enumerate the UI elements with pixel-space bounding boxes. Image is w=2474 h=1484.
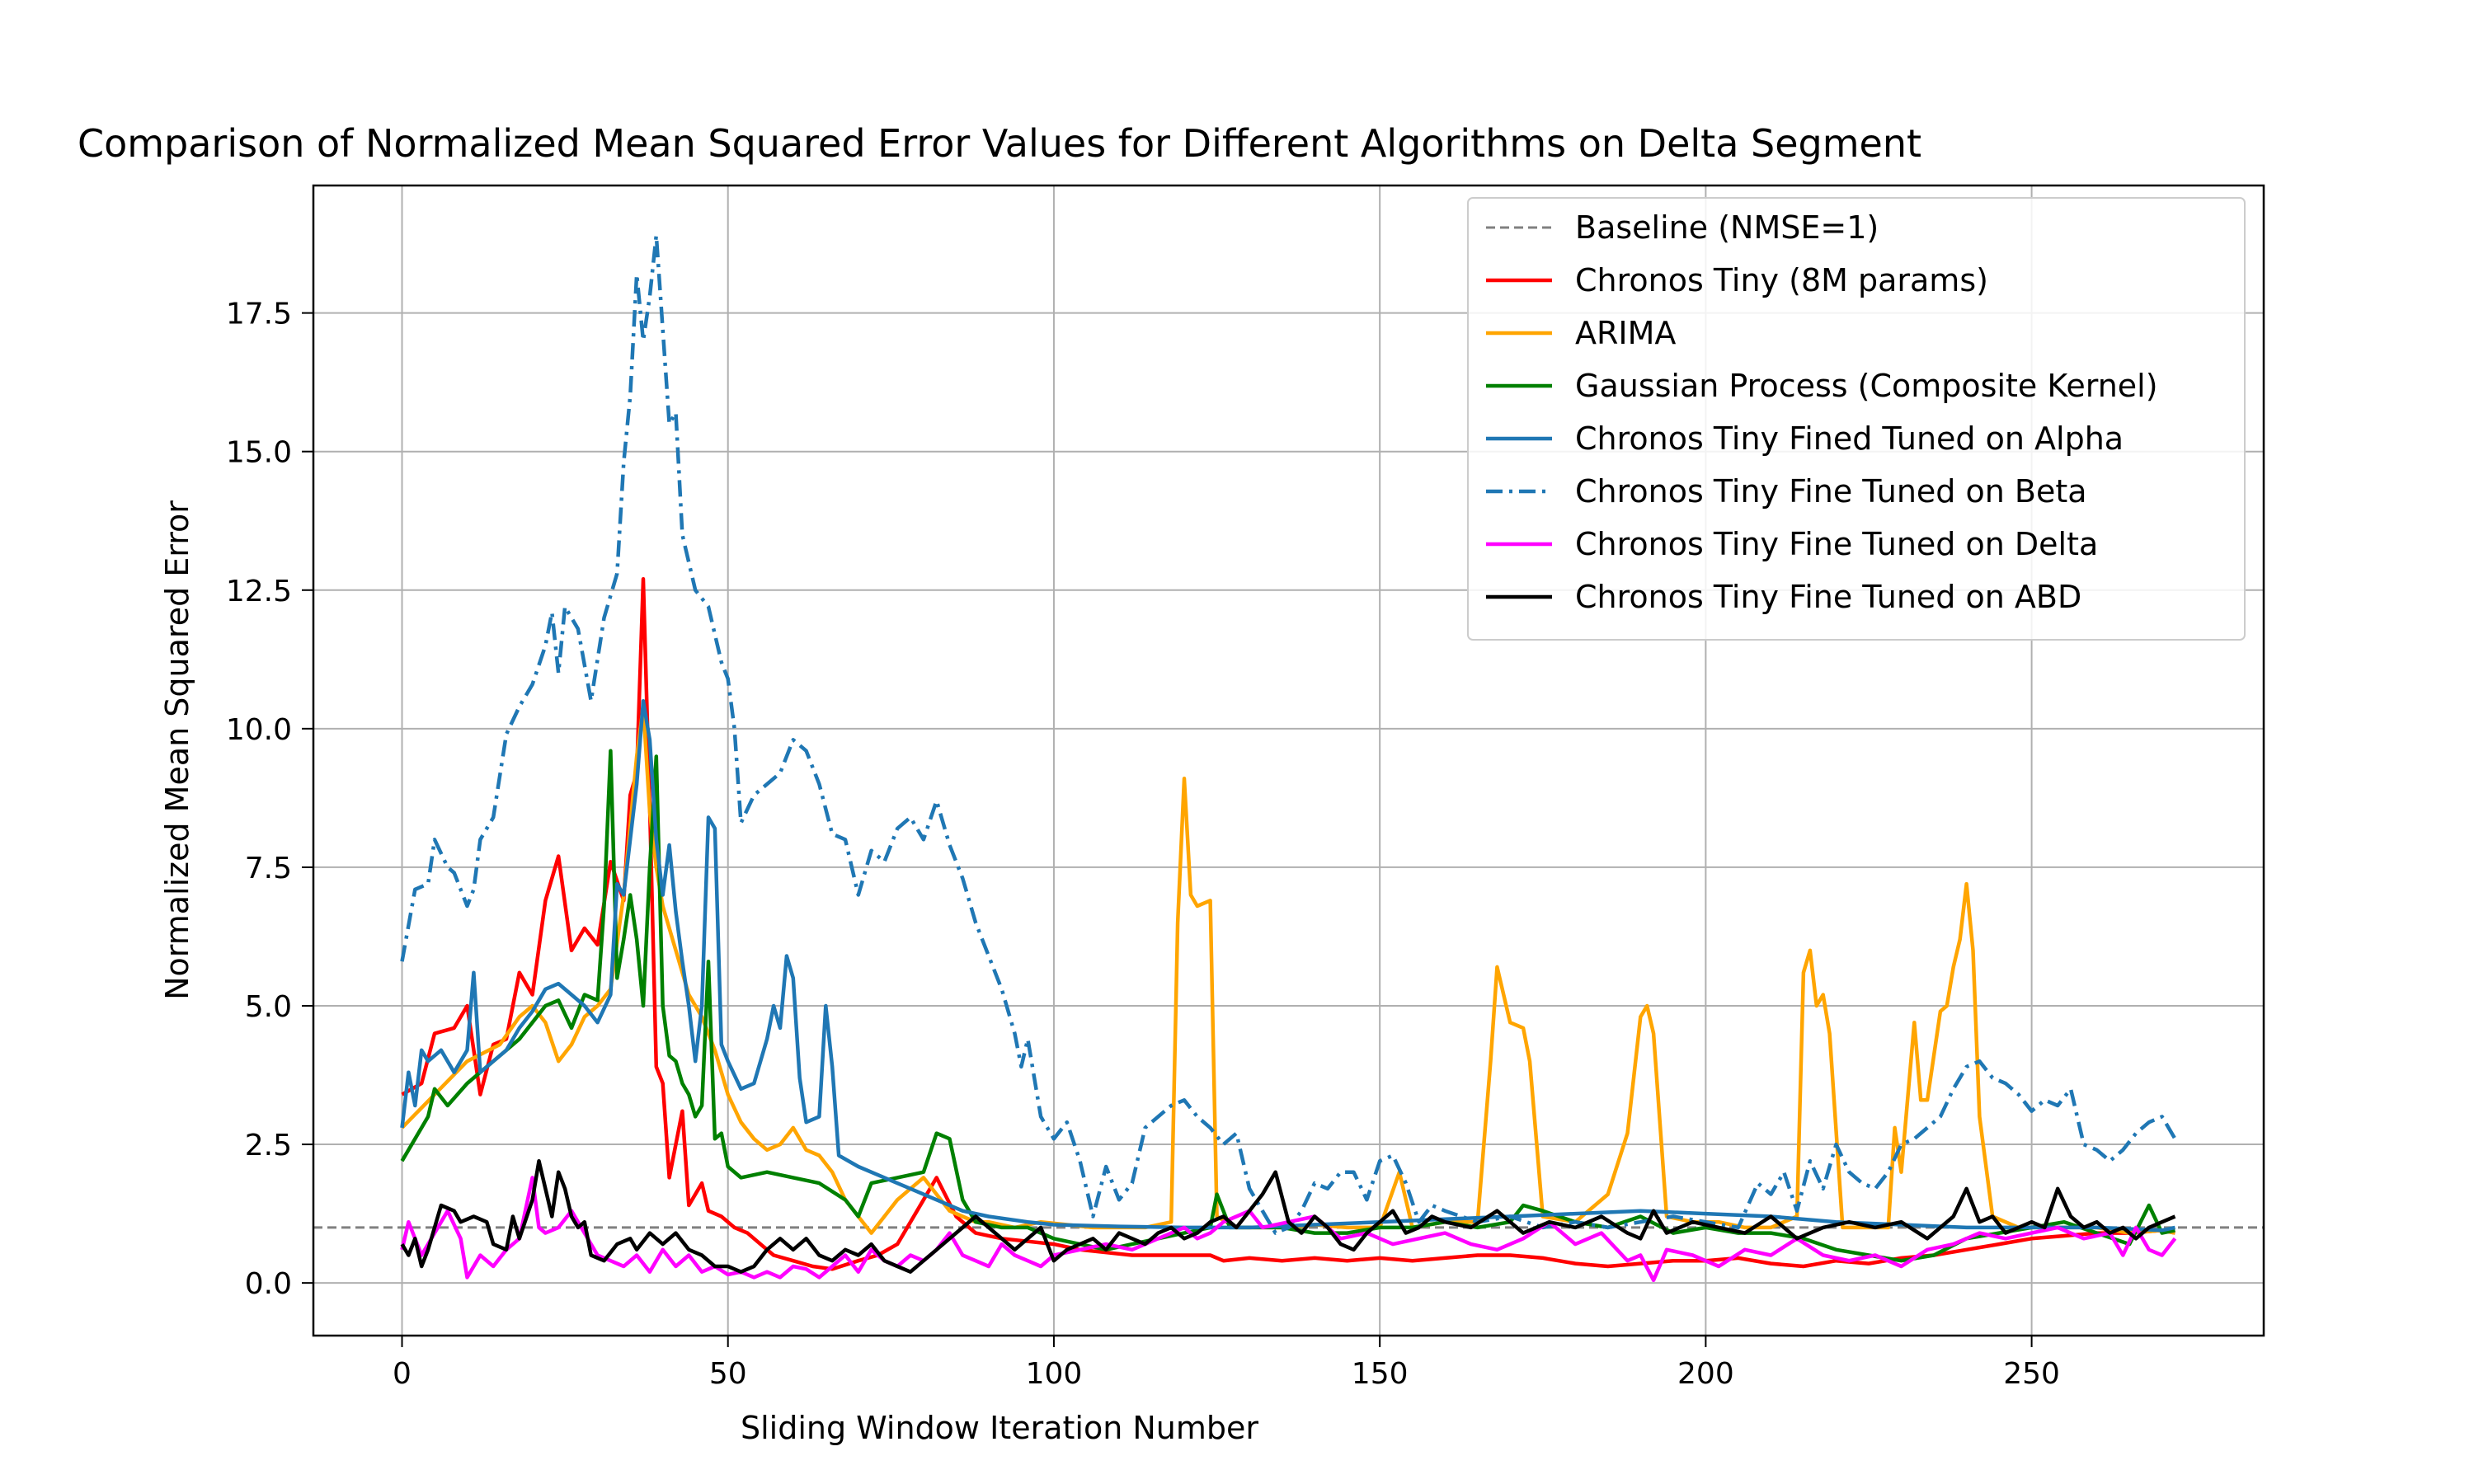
plot-frame [312,184,2265,1337]
series-layer [400,233,2177,1283]
y-tick-label: 12.5 [226,575,292,608]
y-tick-label: 17.5 [226,298,292,331]
y-tick-label: 0.0 [245,1267,292,1301]
legend-label-4: Chronos Tiny Fined Tuned on Alpha [1575,420,2124,457]
series-line-6 [400,1158,2176,1274]
x-tick-label: 250 [2003,1357,2060,1391]
y-tick-label: 7.5 [245,852,292,885]
x-axis-ticks: 0 50 100 150 200 250 [393,1336,2060,1391]
legend-label-2: ARIMA [1575,315,1676,351]
x-tick-label: 0 [393,1357,412,1391]
legend-label-0: Baseline (NMSE=1) [1575,209,1879,246]
legend-label-5: Chronos Tiny Fine Tuned on Beta [1575,473,2087,510]
legend: Baseline (NMSE=1) Chronos Tiny (8M params… [1467,197,2246,641]
y-tick-label: 2.5 [245,1129,292,1162]
y-axis-label: Normalized Mean Squared Error [159,500,195,1000]
legend-box [1467,197,2246,641]
chart-title: Comparison of Normalized Mean Squared Er… [78,121,1921,166]
legend-label-7: Chronos Tiny Fine Tuned on ABD [1575,579,2081,615]
series-line-0 [401,577,2175,1271]
x-axis-label: Sliding Window Iteration Number [741,1410,1258,1446]
x-tick-label: 200 [1677,1357,1734,1391]
grid-lines [313,186,2264,1336]
series-line-3 [400,698,2175,1233]
x-tick-label: 150 [1352,1357,1409,1391]
legend-label-1: Chronos Tiny (8M params) [1575,262,1988,298]
y-tick-label: 5.0 [245,990,292,1024]
x-tick-label: 100 [1026,1357,1083,1391]
y-axis-ticks: 0.0 2.5 5.0 7.5 10.0 12.5 15.0 17.5 [226,298,313,1301]
legend-label-6: Chronos Tiny Fine Tuned on Delta [1575,526,2098,562]
legend-label-3: Gaussian Process (Composite Kernel) [1575,368,2158,404]
y-tick-label: 15.0 [226,436,292,470]
x-tick-label: 50 [709,1357,747,1391]
y-tick-label: 10.0 [226,713,292,747]
